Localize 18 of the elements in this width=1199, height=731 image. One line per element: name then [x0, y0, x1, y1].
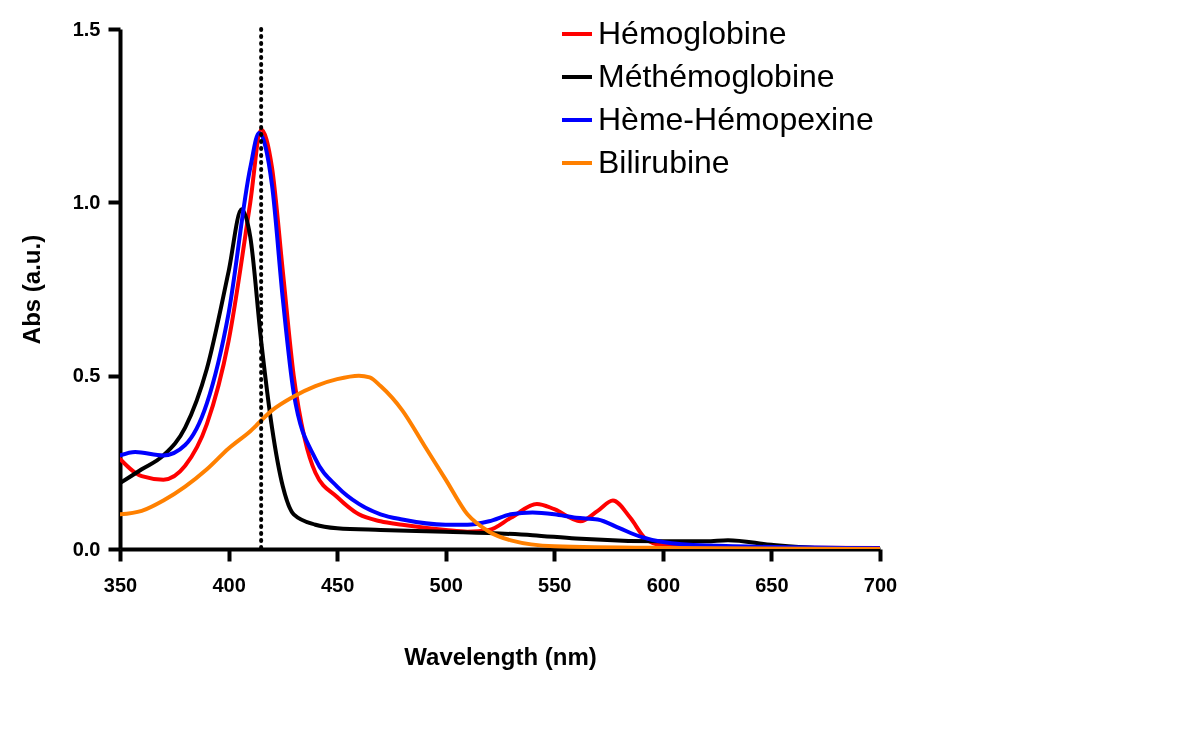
x-axis-title: Wavelength (nm) — [404, 642, 597, 670]
y-tick-label: 1.0 — [72, 190, 101, 213]
x-tick-label: 650 — [755, 573, 789, 596]
legend-label: Méthémoglobine — [598, 58, 835, 94]
legend-label: Bilirubine — [598, 144, 730, 180]
legend-label: Hème-Hémopexine — [598, 101, 874, 137]
y-tick-label: 0.5 — [72, 364, 101, 387]
y-tick-label: 1.5 — [72, 17, 101, 40]
x-tick-label: 600 — [646, 573, 681, 596]
x-tick-label: 550 — [538, 573, 572, 596]
legend-label: Hémoglobine — [598, 15, 787, 51]
y-tick-label: 0.0 — [72, 537, 101, 560]
x-tick-label: 500 — [429, 573, 463, 596]
y-axis-title: Abs (a.u.) — [17, 234, 45, 345]
x-tick-label: 450 — [320, 573, 355, 596]
x-tick-label: 350 — [103, 573, 138, 596]
x-tick-label: 700 — [863, 573, 898, 596]
x-tick-label: 400 — [212, 573, 246, 596]
